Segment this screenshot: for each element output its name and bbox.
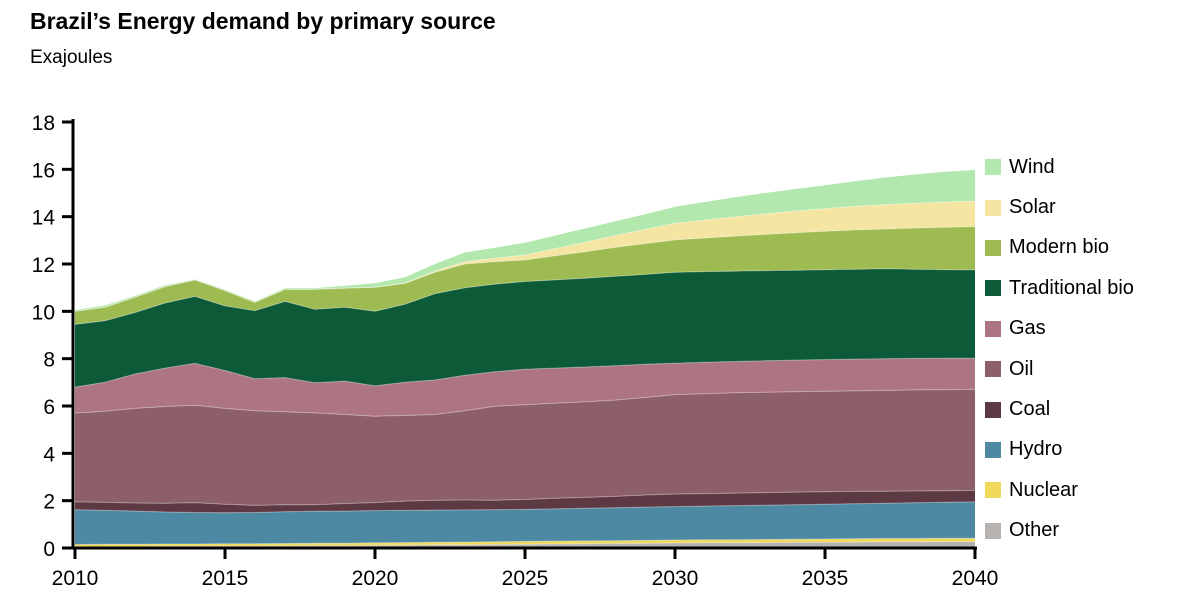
- legend-label: Oil: [1009, 357, 1034, 380]
- x-tick-label: 2025: [502, 567, 549, 590]
- area-modern-bio: [75, 226, 975, 325]
- y-tick-label: 8: [43, 349, 55, 372]
- legend-swatch-traditional-bio: [985, 280, 1001, 297]
- legend-item-modern-bio: Modern bio: [985, 228, 1134, 268]
- legend-label: Modern bio: [1009, 236, 1110, 259]
- legend-label: Other: [1009, 519, 1060, 542]
- legend-swatch-hydro: [985, 441, 1001, 458]
- legend-item-oil: Oil: [985, 349, 1134, 389]
- legend-label: Traditional bio: [1009, 276, 1134, 299]
- legend-item-traditional-bio: Traditional bio: [985, 268, 1134, 308]
- band-boundary: [74, 226, 976, 312]
- band-boundary: [74, 501, 976, 514]
- legend-swatch-coal: [985, 401, 1001, 418]
- area-nuclear: [75, 538, 975, 547]
- x-tick-label: 2020: [352, 567, 399, 590]
- legend-label: Coal: [1009, 398, 1051, 421]
- chart-unit-label: Exajoules: [30, 47, 113, 68]
- area-traditional-bio: [75, 268, 975, 388]
- chart-title: Brazil’s Energy demand by primary source: [30, 8, 496, 34]
- legend-item-gas: Gas: [985, 309, 1134, 349]
- band-boundary: [74, 357, 975, 388]
- legend-label: Gas: [1009, 317, 1046, 340]
- x-tick-label: 2040: [952, 567, 999, 590]
- band-boundary: [74, 388, 976, 417]
- area-solar: [75, 201, 975, 312]
- legend-swatch-nuclear: [985, 482, 1001, 499]
- band-boundary: [74, 490, 976, 506]
- y-tick-label: 4: [43, 443, 55, 466]
- legend-item-other: Other: [985, 511, 1134, 551]
- legend-label: Solar: [1009, 196, 1056, 219]
- legend-item-coal: Coal: [985, 389, 1134, 429]
- legend-item-wind: Wind: [985, 147, 1134, 187]
- y-tick-label: 12: [32, 254, 55, 277]
- area-oil: [75, 389, 975, 506]
- legend-swatch-gas: [985, 320, 1001, 337]
- x-tick-label: 2035: [802, 567, 849, 590]
- band-boundary: [74, 541, 975, 548]
- legend-item-nuclear: Nuclear: [985, 470, 1134, 510]
- y-tick-label: 14: [32, 207, 56, 230]
- legend-swatch-wind: [985, 159, 1001, 176]
- x-tick-label: 2010: [52, 567, 99, 590]
- band-boundary: [74, 537, 975, 545]
- y-tick-label: 2: [43, 491, 55, 514]
- area-wind: [75, 170, 975, 312]
- legend-item-hydro: Hydro: [985, 430, 1134, 470]
- legend-label: Hydro: [1009, 438, 1063, 461]
- legend-label: Wind: [1009, 155, 1055, 178]
- y-tick-label: 6: [43, 396, 55, 419]
- y-tick-label: 18: [32, 112, 55, 135]
- x-tick-label: 2030: [652, 567, 699, 590]
- legend-item-solar: Solar: [985, 187, 1134, 227]
- y-tick-label: 0: [43, 538, 55, 561]
- chart-legend: Wind Solar Modern bio Traditional bio Gas Oil…: [985, 147, 1134, 551]
- legend-swatch-oil: [985, 361, 1001, 378]
- area-gas: [75, 358, 975, 417]
- legend-swatch-solar: [985, 199, 1001, 216]
- area-other: [75, 541, 975, 548]
- legend-swatch-other: [985, 522, 1001, 539]
- y-tick-label: 16: [32, 159, 55, 182]
- legend-label: Nuclear: [1009, 478, 1078, 501]
- legend-swatch-modern-bio: [985, 239, 1001, 256]
- y-tick-label: 10: [32, 301, 55, 324]
- x-tick-label: 2015: [202, 567, 249, 590]
- band-boundary: [74, 200, 976, 312]
- area-coal: [75, 490, 975, 513]
- area-hydro: [75, 501, 975, 545]
- band-boundary: [74, 268, 976, 325]
